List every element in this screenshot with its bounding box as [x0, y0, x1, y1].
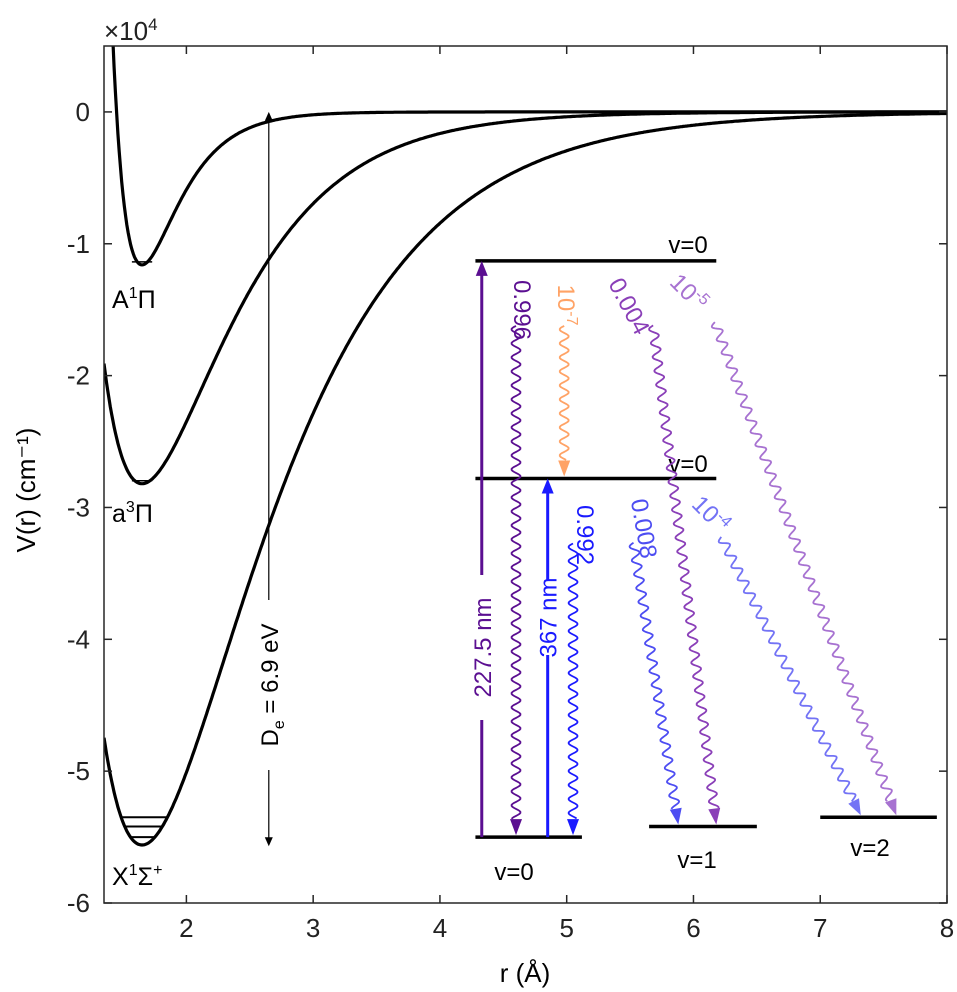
y-tick-label: -2 [67, 361, 90, 391]
x-tick-label: 2 [179, 913, 193, 943]
y-tick-label: -1 [67, 229, 90, 259]
x-tick-label: 8 [940, 913, 954, 943]
x-tick-label: 5 [559, 913, 573, 943]
level-label: v=0 [668, 451, 707, 478]
y-tick-label: -5 [67, 756, 90, 786]
dissociation-label: De = 6.9 eV [257, 624, 288, 747]
excitation-arrowhead [541, 478, 554, 494]
decay-arrowhead [558, 460, 571, 477]
decay-a-to-X-v0 [567, 542, 579, 820]
decay-arrowhead [708, 807, 721, 825]
decay-arrowhead [567, 819, 579, 836]
state-label: X1Σ+ [112, 862, 162, 891]
arrowhead [264, 837, 273, 847]
plot-background [104, 46, 947, 903]
decay-label: 10-7 [552, 285, 580, 326]
decay-A-to-X-v0 [510, 325, 522, 820]
y-tick-label: 0 [76, 97, 90, 127]
excitation-arrowhead [475, 260, 488, 276]
level-label: v=0 [668, 232, 707, 259]
decay-A-to-X-v1 [648, 324, 720, 809]
arrowhead [264, 111, 273, 121]
decay-a-to-X-v1 [628, 541, 681, 810]
y-scale-multiplier: ×104 [104, 15, 158, 46]
level-label: v=0 [494, 859, 533, 886]
excitation-label: 227.5 nm [470, 597, 497, 697]
x-tick-label: 7 [813, 913, 827, 943]
state-label: A1Π [112, 285, 156, 314]
y-axis-title: V(r) (cm⁻¹) [11, 428, 41, 553]
decay-arrowhead [848, 798, 861, 816]
level-label: v=1 [677, 847, 716, 874]
decay-A-to-X-v2 [710, 321, 893, 802]
decay-label: 0.996 [508, 280, 535, 340]
decay-a-to-X-v2 [717, 536, 857, 803]
decay-arrowhead [510, 819, 522, 836]
y-tick-label: -4 [67, 624, 90, 654]
decay-arrowhead [885, 798, 897, 816]
excitation-label: 367 nm [536, 577, 563, 657]
y-tick-label: -6 [67, 888, 90, 918]
y-tick-label: -3 [67, 492, 90, 522]
x-tick-label: 3 [306, 913, 320, 943]
curve-a³Π [104, 110, 947, 486]
x-axis-title: r (Å) [500, 958, 551, 988]
curve-X¹Σ⁺ [104, 111, 947, 847]
axes-box [103, 45, 948, 904]
decay-label: 0.992 [571, 505, 598, 565]
decay-A-to-a [558, 325, 570, 461]
level-label: v=2 [850, 835, 889, 862]
state-label: a3Π [112, 499, 153, 528]
decay-arrowhead [669, 807, 682, 825]
x-tick-label: 6 [686, 913, 700, 943]
x-tick-label: 4 [433, 913, 447, 943]
